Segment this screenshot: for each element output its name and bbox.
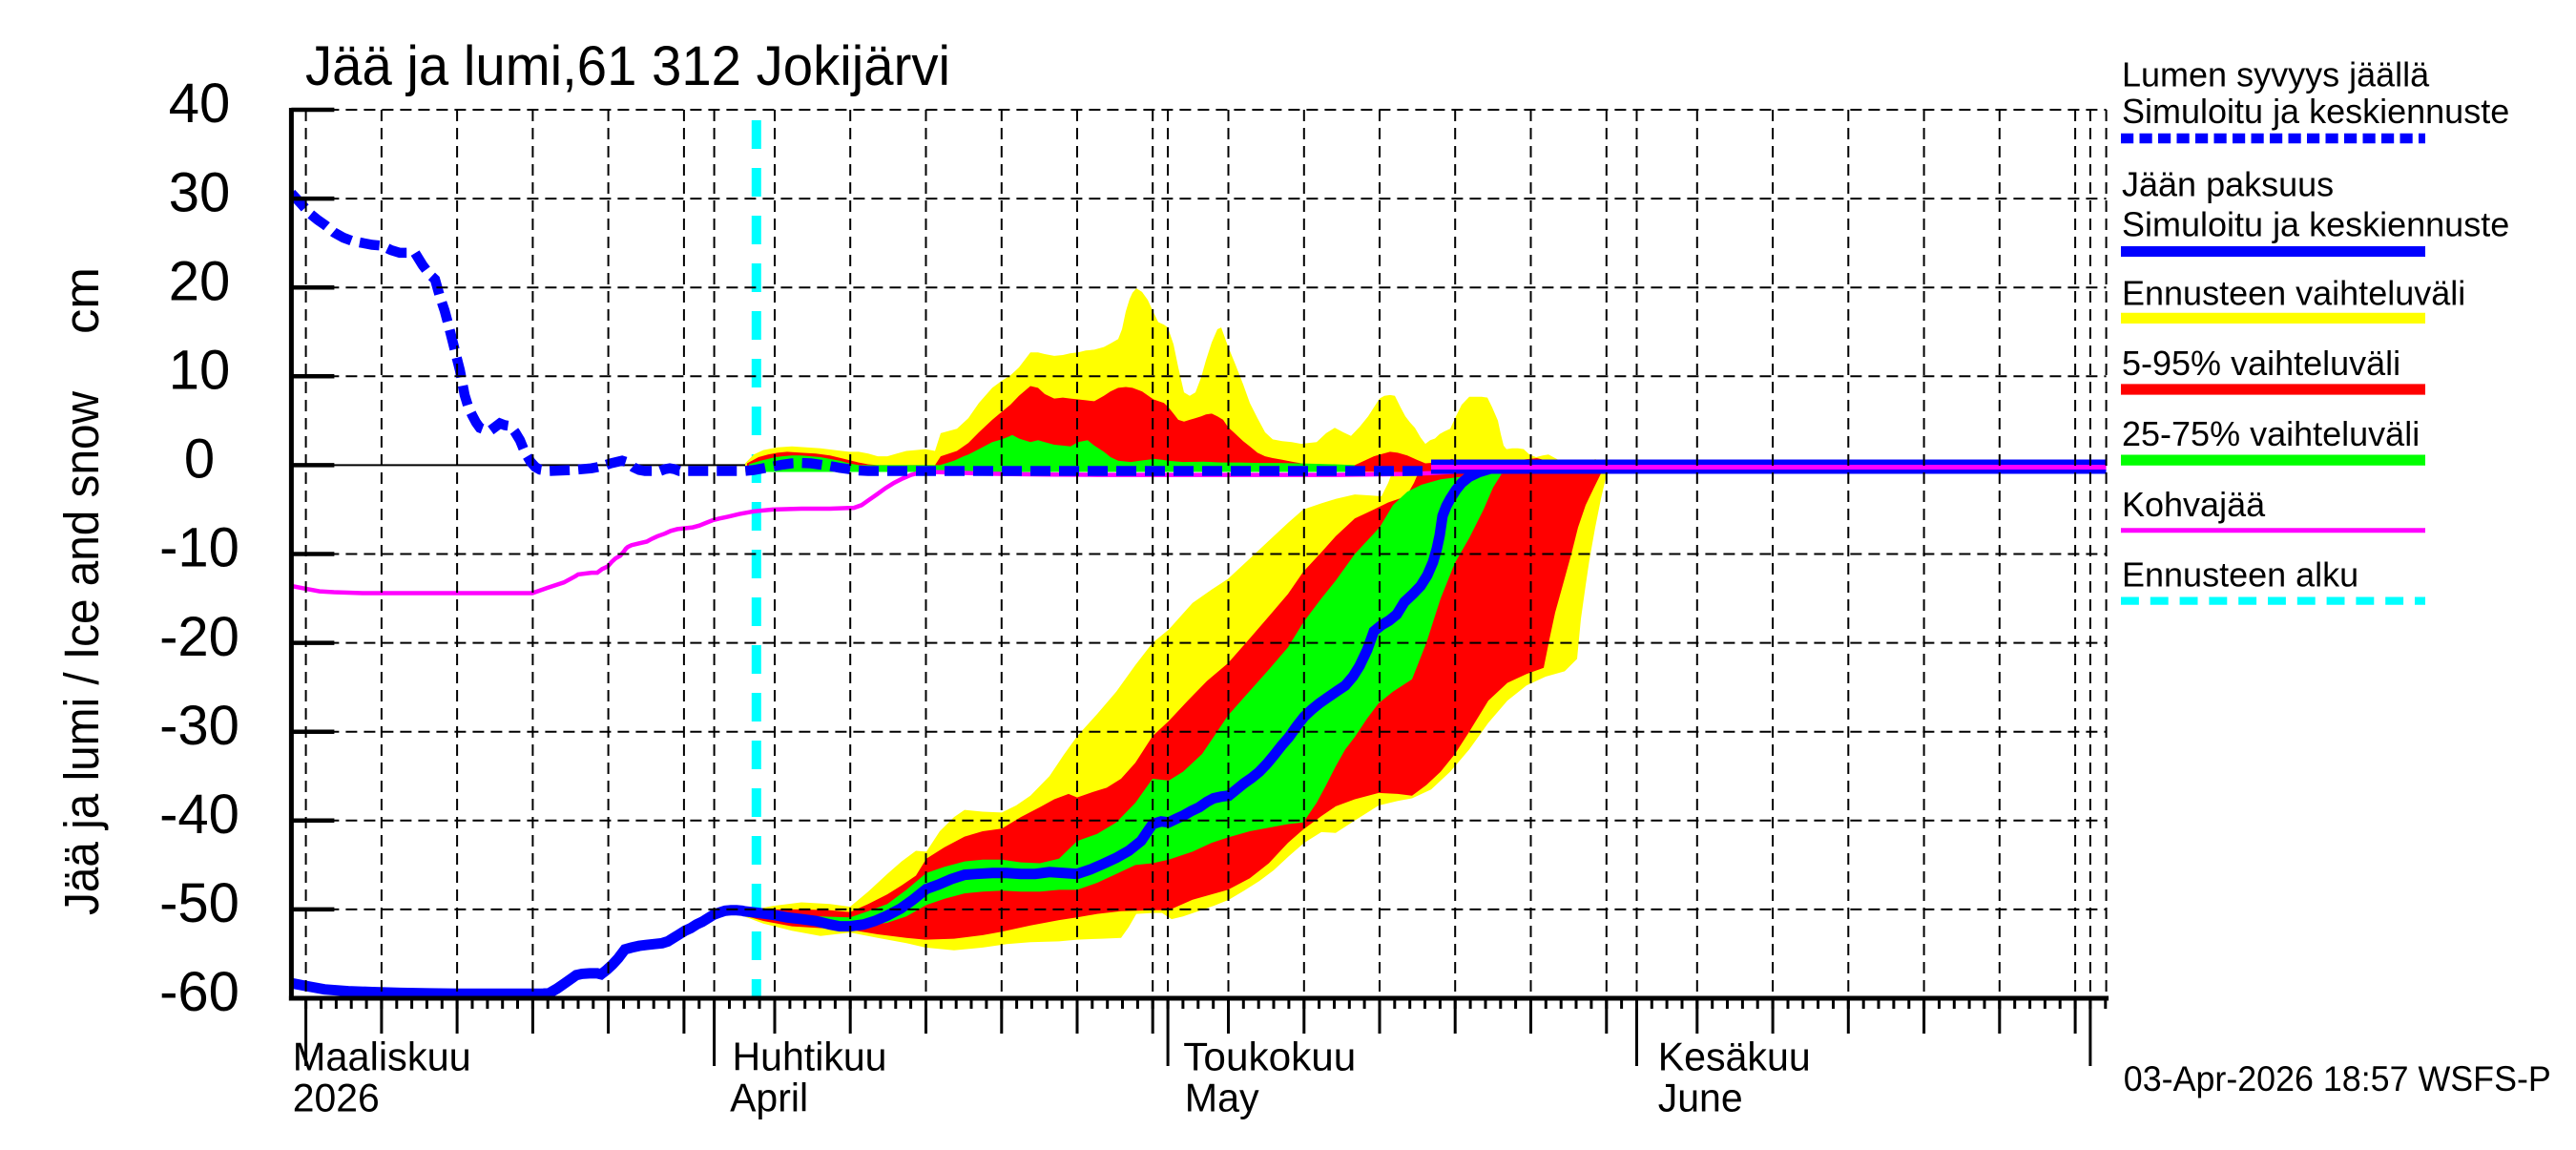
svg-text:25-75% vaihteluväli: 25-75% vaihteluväli (2122, 414, 2420, 453)
svg-text:Kohvajää: Kohvajää (2122, 485, 2266, 524)
svg-text:Maaliskuu: Maaliskuu (293, 1034, 471, 1078)
svg-text:-30: -30 (159, 695, 239, 757)
svg-text:Ennusteen vaihteluväli: Ennusteen vaihteluväli (2122, 273, 2465, 312)
svg-text:-40: -40 (159, 784, 239, 846)
svg-text:Jään paksuus: Jään paksuus (2122, 165, 2334, 204)
svg-text:30: 30 (169, 161, 231, 223)
svg-text:-60: -60 (159, 961, 239, 1023)
svg-text:Simuloitu ja keskiennuste: Simuloitu ja keskiennuste (2122, 205, 2509, 244)
svg-text:-10: -10 (159, 517, 239, 579)
svg-text:Kesäkuu: Kesäkuu (1658, 1034, 1811, 1078)
svg-text:-20: -20 (159, 606, 239, 668)
svg-text:April: April (730, 1076, 808, 1120)
svg-text:Ennusteen alku: Ennusteen alku (2122, 555, 2358, 595)
svg-text:Simuloitu ja keskiennuste: Simuloitu ja keskiennuste (2122, 92, 2509, 131)
svg-text:Jää ja lumi,61 312 Jokijärvi: Jää ja lumi,61 312 Jokijärvi (305, 35, 950, 97)
svg-text:03-Apr-2026 18:57 WSFS-P: 03-Apr-2026 18:57 WSFS-P (2124, 1058, 2551, 1098)
svg-text:2026: 2026 (293, 1076, 380, 1120)
svg-text:0: 0 (184, 429, 215, 491)
svg-text:-50: -50 (159, 872, 239, 934)
svg-text:Jää ja lumi / Ice and snow: Jää ja lumi / Ice and snow (54, 391, 109, 915)
svg-text:May: May (1185, 1076, 1259, 1120)
svg-text:20: 20 (169, 250, 231, 312)
svg-text:Toukokuu: Toukokuu (1183, 1034, 1356, 1078)
svg-text:5-95% vaihteluväli: 5-95% vaihteluväli (2122, 344, 2400, 383)
svg-text:Lumen syvyys jäällä: Lumen syvyys jäällä (2122, 54, 2430, 94)
svg-text:cm: cm (54, 267, 109, 334)
svg-text:Huhtikuu: Huhtikuu (733, 1034, 887, 1078)
svg-text:10: 10 (169, 340, 231, 402)
svg-text:40: 40 (169, 73, 231, 135)
svg-text:June: June (1658, 1076, 1743, 1120)
